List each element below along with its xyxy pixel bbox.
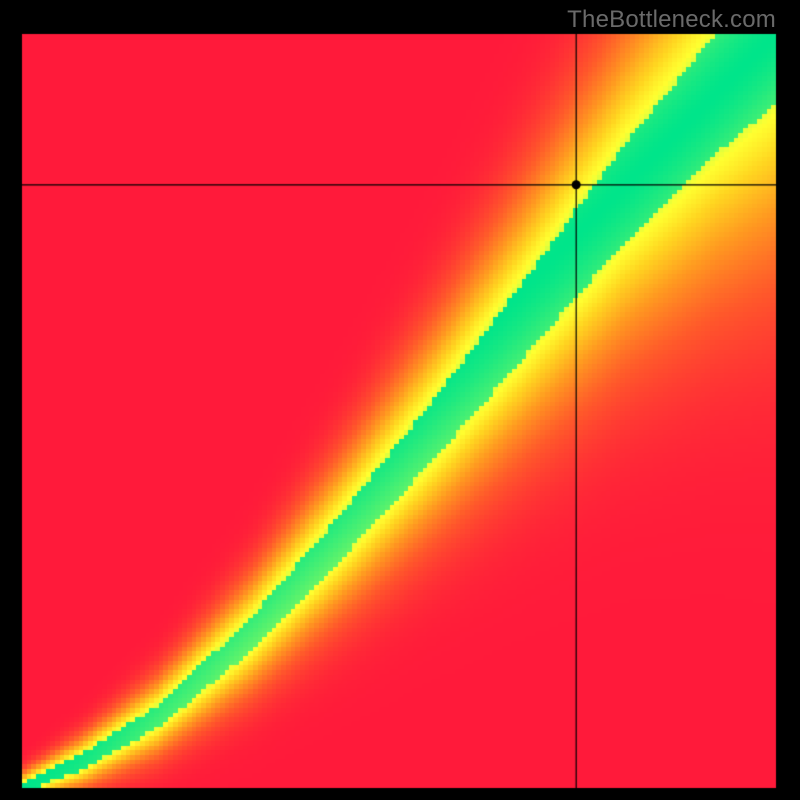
watermark-text: TheBottleneck.com <box>567 6 776 34</box>
bottleneck-heatmap <box>0 0 800 800</box>
